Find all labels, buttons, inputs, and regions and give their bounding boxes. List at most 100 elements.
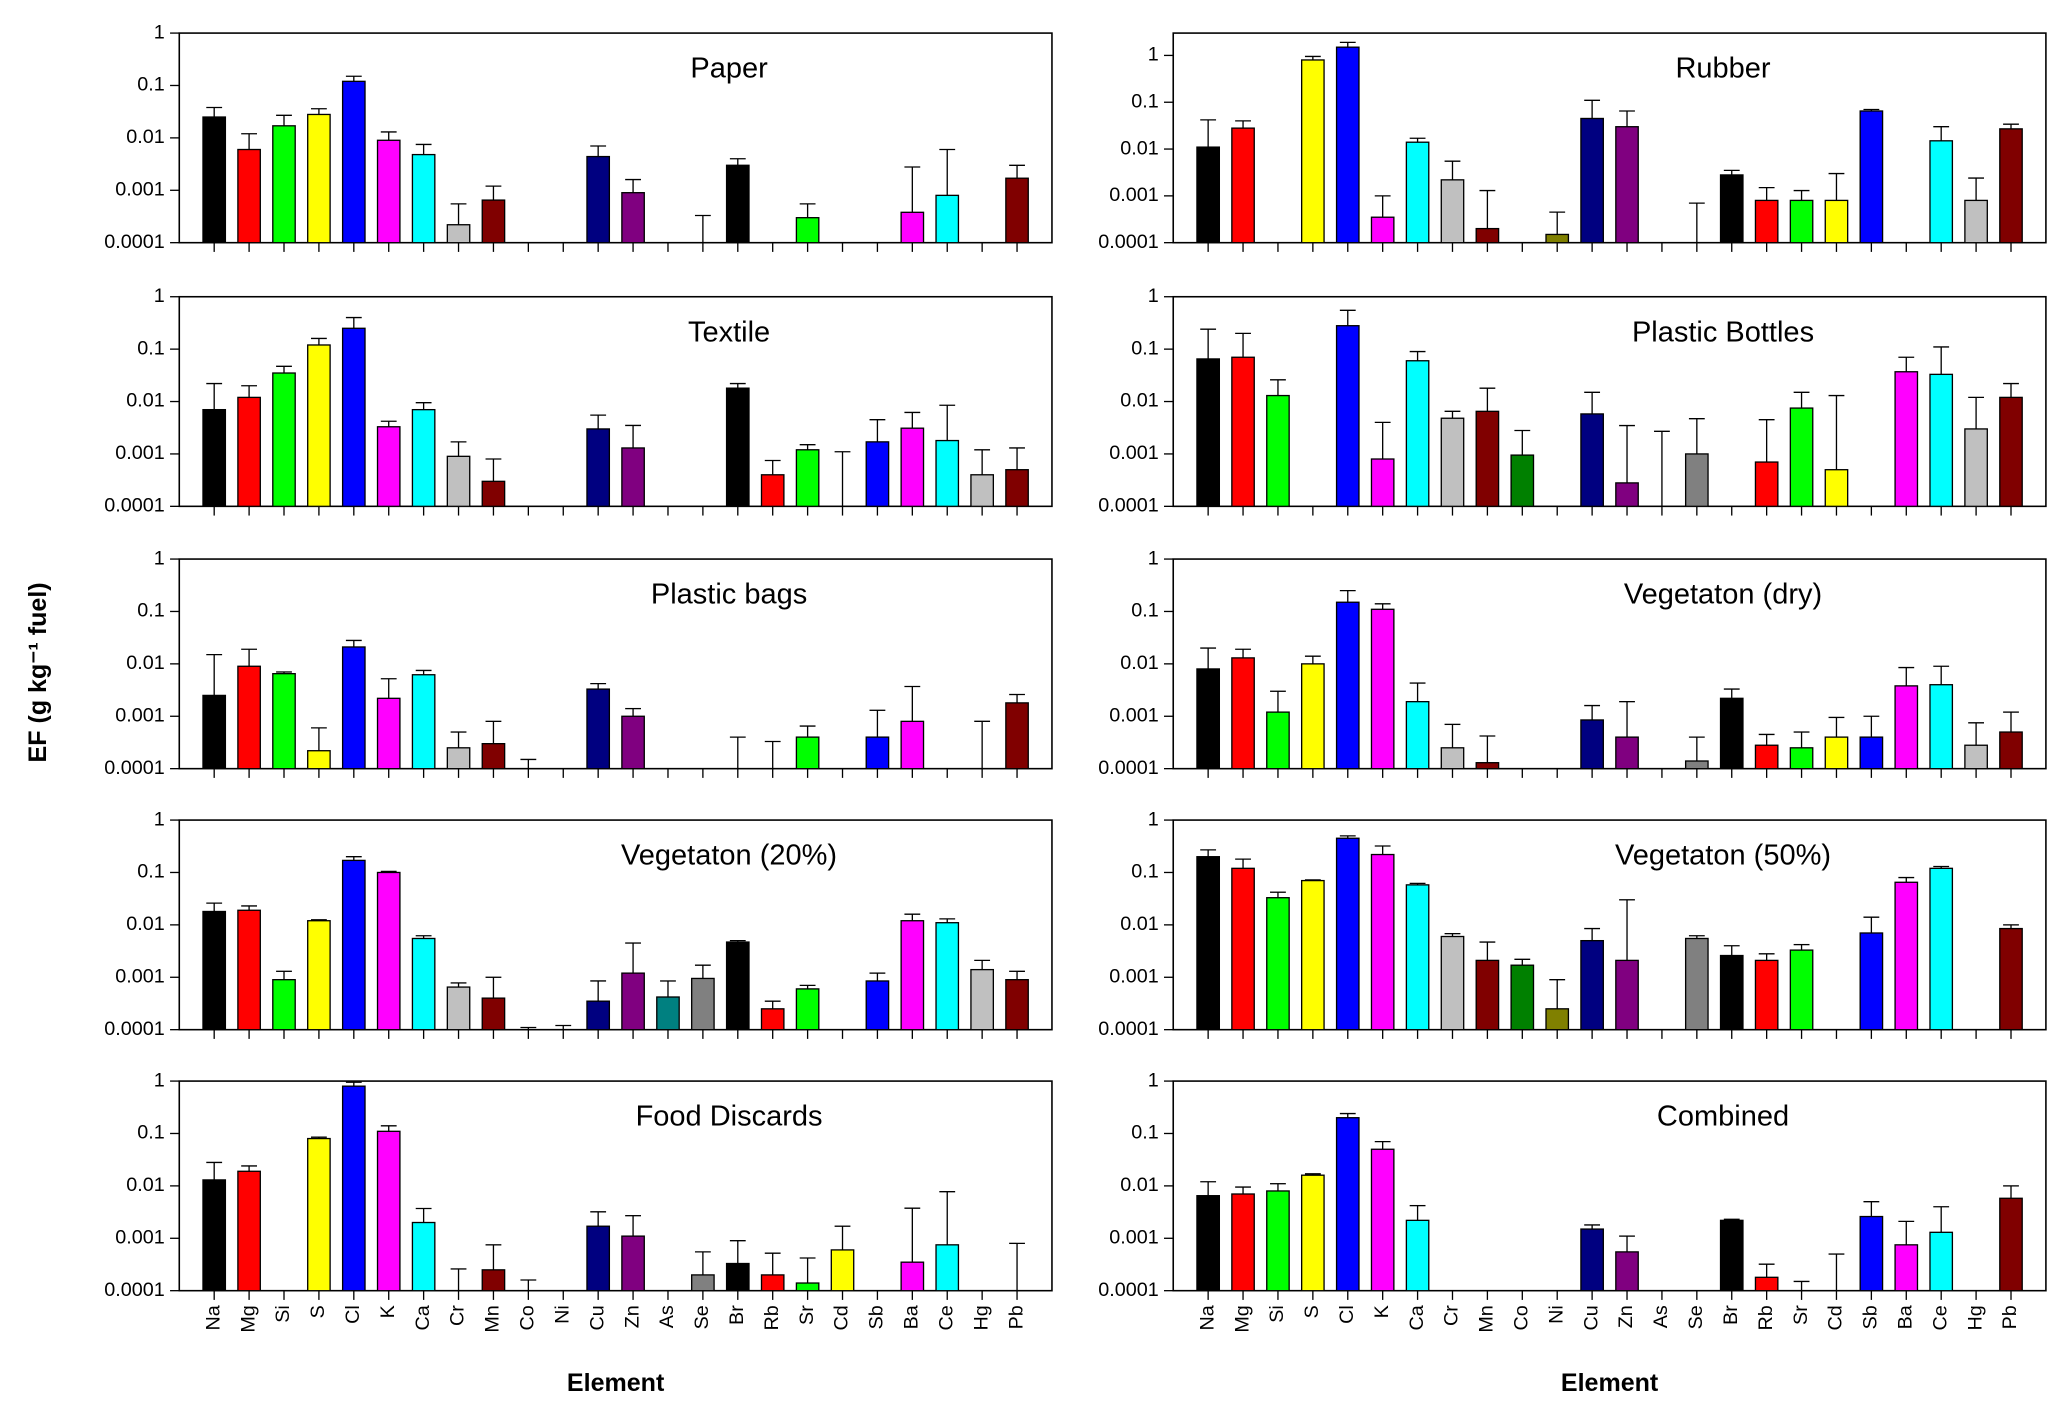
y-tick-label: 0.0001	[1098, 757, 1158, 779]
y-tick-label: 0.001	[115, 965, 164, 987]
panel: 0.0001 0.001 0.01 0.1 1 Paper	[104, 21, 1053, 253]
bar	[237, 148, 261, 243]
error-bar	[241, 385, 258, 398]
error-bar	[450, 1268, 467, 1291]
error-bar	[380, 678, 397, 699]
bar	[1615, 482, 1639, 507]
error-bar	[625, 424, 641, 448]
bar	[1545, 1008, 1570, 1030]
x-tick-label: Mn	[1476, 1305, 1498, 1332]
x-tick-label: Pb	[1999, 1305, 2021, 1329]
bar	[691, 1274, 715, 1291]
error-bar	[1898, 876, 1915, 883]
bar	[1580, 117, 1604, 243]
bars	[1196, 835, 2023, 1030]
bar	[237, 396, 261, 507]
error-bar	[1933, 1206, 1950, 1233]
bar	[1929, 373, 1954, 507]
error-bar	[1409, 682, 1426, 702]
bar	[341, 646, 366, 769]
y-tick-label: 0.01	[126, 913, 164, 935]
x-tick-label: Sb	[866, 1305, 888, 1329]
error-bar	[904, 913, 921, 921]
bar	[1510, 454, 1535, 507]
bar	[830, 1249, 855, 1291]
error-bar	[380, 870, 397, 873]
error-bar	[694, 1251, 711, 1275]
error-bar	[1235, 858, 1251, 869]
y-tick-label: 0.01	[126, 126, 164, 148]
error-bar	[1479, 189, 1496, 229]
bar	[1231, 356, 1255, 507]
y-tick-label: 1	[1148, 44, 1159, 66]
error-bar	[1723, 169, 1740, 175]
error-bar	[345, 856, 362, 861]
error-bar	[764, 1000, 781, 1009]
bar	[1196, 1195, 1221, 1291]
error-bar	[310, 1136, 327, 1139]
error-bar	[1200, 647, 1217, 669]
error-bar	[1549, 979, 1566, 1009]
bar	[202, 1179, 227, 1291]
bar	[1475, 410, 1500, 507]
bar	[1440, 417, 1465, 507]
error-bar	[1619, 1235, 1635, 1252]
error-bar	[345, 1081, 362, 1087]
error-bar	[310, 727, 327, 751]
x-tick-label: Sr	[1790, 1305, 1812, 1325]
bar	[935, 194, 960, 243]
error-bar	[206, 106, 223, 118]
y-tick-label: 0.01	[1120, 1174, 1158, 1196]
x-tick-label: Cu	[1580, 1305, 1602, 1330]
error-bar	[1968, 396, 1985, 429]
error-bar	[939, 1191, 956, 1245]
bar	[1266, 711, 1290, 769]
x-tick-label: Cr	[1441, 1305, 1463, 1326]
y-tick-label: 0.001	[1109, 704, 1158, 726]
error-bar	[450, 982, 467, 988]
bar	[1335, 837, 1360, 1030]
error-bar	[2003, 1185, 2019, 1199]
error-bar	[1863, 1200, 1880, 1217]
bar	[307, 750, 331, 769]
error-bar	[939, 404, 956, 441]
bar	[1789, 199, 1814, 243]
error-bar	[276, 671, 292, 674]
error-bar	[1898, 666, 1915, 686]
error-bar	[241, 648, 258, 667]
error-bar	[1863, 108, 1880, 111]
error-bar	[1339, 41, 1356, 48]
panel: 0.0001 0.001 0.01 0.1 1 Rubber	[1098, 32, 2047, 253]
bar	[935, 1244, 960, 1291]
bar	[1859, 110, 1884, 243]
error-bar	[1584, 1224, 1601, 1230]
error-bar	[799, 1257, 816, 1284]
error-bar	[1898, 1220, 1915, 1245]
y-tick-label: 0.001	[1109, 1227, 1158, 1249]
bar	[1370, 608, 1395, 769]
error-bar	[904, 1207, 921, 1263]
error-bar	[345, 75, 362, 82]
bar	[1335, 46, 1360, 243]
error-bar	[729, 939, 746, 943]
bar	[1405, 141, 1430, 243]
bar	[237, 665, 261, 769]
bar	[202, 694, 227, 769]
error-bar	[1270, 690, 1286, 713]
bar	[1300, 879, 1325, 1030]
x-tick-label: Zn	[1615, 1305, 1637, 1328]
x-tick-label: Na	[1196, 1305, 1218, 1330]
y-tick-label: 0.0001	[1098, 1279, 1158, 1301]
bar	[1335, 1117, 1360, 1291]
bar	[307, 113, 331, 243]
error-bar	[1723, 945, 1740, 956]
panel: 0.0001 0.001 0.01 0.1 1 Vegetaton (20%)	[104, 808, 1053, 1040]
bar	[1615, 959, 1639, 1030]
bar	[1510, 964, 1535, 1030]
error-bar	[241, 1165, 258, 1172]
error-bar	[939, 148, 956, 196]
error-bar	[1374, 195, 1391, 218]
bar	[1580, 1228, 1604, 1291]
error-bar	[904, 685, 921, 722]
error-bar	[1200, 328, 1217, 359]
